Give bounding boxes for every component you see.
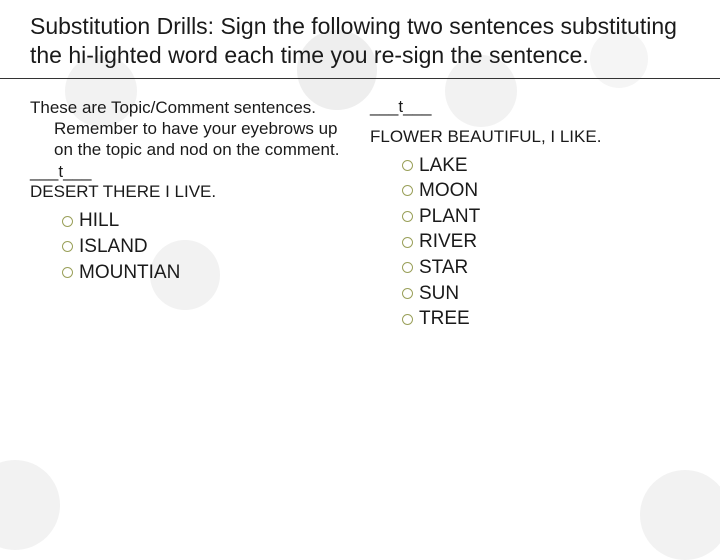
bullet-icon (402, 288, 413, 299)
bullet-icon (402, 160, 413, 171)
list-item-label: STAR (419, 255, 468, 281)
list-item: LAKE (402, 153, 690, 179)
left-column: These are Topic/Comment sentences. Remem… (30, 97, 350, 332)
sentence-left: DESERT THERE I LIVE. (30, 182, 350, 202)
columns: These are Topic/Comment sentences. Remem… (0, 79, 720, 332)
bullet-icon (402, 262, 413, 273)
intro-text: These are Topic/Comment sentences. Remem… (30, 97, 350, 161)
list-left: HILL ISLAND MOUNTIAN (30, 208, 350, 285)
list-item: MOON (402, 178, 690, 204)
bullet-icon (62, 241, 73, 252)
sentence-right: FLOWER BEAUTIFUL, I LIKE. (370, 127, 690, 147)
bullet-icon (402, 211, 413, 222)
list-item-label: PLANT (419, 204, 480, 230)
bullet-icon (402, 185, 413, 196)
list-item-label: SUN (419, 281, 459, 307)
list-item: TREE (402, 306, 690, 332)
list-item: SUN (402, 281, 690, 307)
bullet-icon (402, 237, 413, 248)
list-item: HILL (62, 208, 350, 234)
list-item-label: MOON (419, 178, 478, 204)
topic-marker-right: ___t___ (370, 97, 690, 117)
bg-circle (0, 460, 60, 550)
list-item: ISLAND (62, 234, 350, 260)
topic-marker-left: ___t___ (30, 162, 350, 182)
list-item-label: MOUNTIAN (79, 260, 180, 286)
bg-circle (640, 470, 720, 560)
header: Substitution Drills: Sign the following … (0, 0, 720, 79)
list-item: RIVER (402, 229, 690, 255)
bullet-icon (62, 267, 73, 278)
page-title: Substitution Drills: Sign the following … (30, 12, 690, 70)
right-column: ___t___ FLOWER BEAUTIFUL, I LIKE. LAKE M… (370, 97, 690, 332)
list-item: MOUNTIAN (62, 260, 350, 286)
list-item-label: ISLAND (79, 234, 148, 260)
bullet-icon (402, 314, 413, 325)
list-item: STAR (402, 255, 690, 281)
list-right: LAKE MOON PLANT RIVER STAR SUN TREE (370, 153, 690, 332)
list-item-label: RIVER (419, 229, 477, 255)
list-item-label: TREE (419, 306, 470, 332)
bullet-icon (62, 216, 73, 227)
list-item-label: LAKE (419, 153, 468, 179)
list-item-label: HILL (79, 208, 119, 234)
list-item: PLANT (402, 204, 690, 230)
